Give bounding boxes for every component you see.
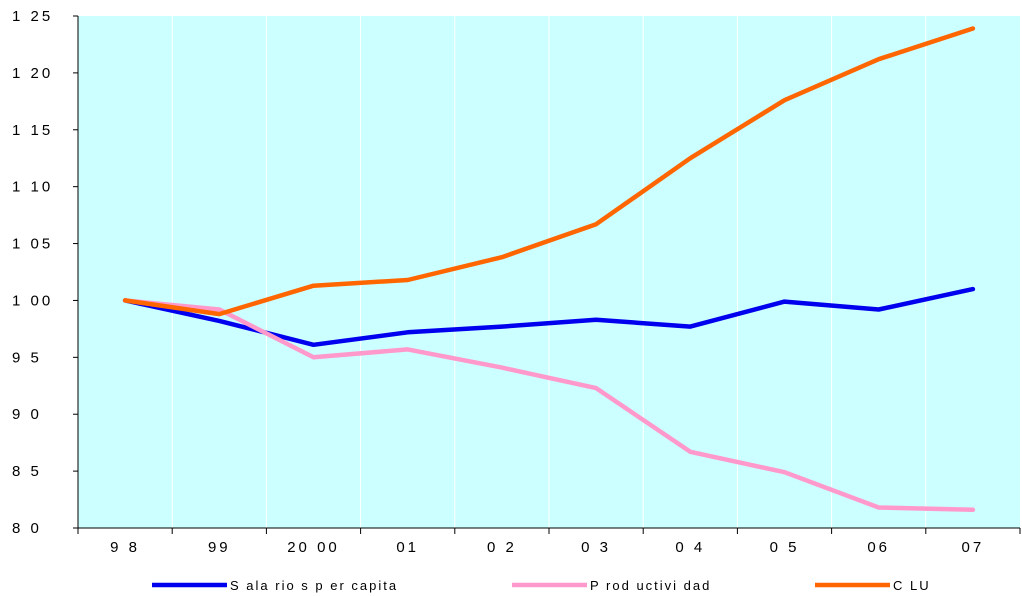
series-lines (122, 26, 976, 513)
x-tick-label: 0 5 (770, 539, 800, 556)
axes (73, 15, 1021, 534)
series-line (122, 26, 976, 317)
y-tick-label: 1 00 (12, 292, 53, 309)
x-tick-label: 0 2 (487, 539, 517, 556)
y-tick-label: 1 10 (12, 179, 53, 196)
x-tick-label: 07 (962, 539, 985, 556)
x-tick-label: 01 (396, 539, 419, 556)
legend-label: P rod uctivi dad (590, 578, 711, 593)
x-tick-label: 20 00 (287, 539, 340, 556)
y-tick-label: 1 25 (12, 8, 53, 25)
legend-label: C LU (893, 578, 931, 593)
series-line (122, 298, 976, 513)
y-tick-label: 8 5 (12, 463, 42, 480)
x-tick-label: 06 (867, 539, 890, 556)
legend: S ala rio s p er capita P rod uctivi dad C… (152, 578, 931, 593)
x-tick-labels: 9 8 99 20 00 01 0 2 0 3 0 4 0 5 06 07 (110, 539, 985, 556)
x-tick-label: 99 (208, 539, 231, 556)
grid-lines (171, 16, 927, 528)
x-tick-label: 0 4 (675, 539, 705, 556)
legend-label: S ala rio s p er capita (230, 578, 398, 593)
x-tick-label: 0 3 (581, 539, 611, 556)
y-tick-label: 1 15 (12, 122, 53, 139)
y-tick-label: 1 05 (12, 236, 53, 253)
y-tick-label: 1 20 (12, 65, 53, 82)
y-tick-labels: 8 0 8 5 9 0 9 5 1 00 1 05 1 10 1 15 1 20 1 25 (12, 8, 53, 537)
y-tick-label: 9 5 (12, 349, 42, 366)
x-tick-label: 9 8 (110, 539, 140, 556)
y-tick-label: 9 0 (12, 406, 42, 423)
y-tick-label: 8 0 (12, 520, 42, 537)
